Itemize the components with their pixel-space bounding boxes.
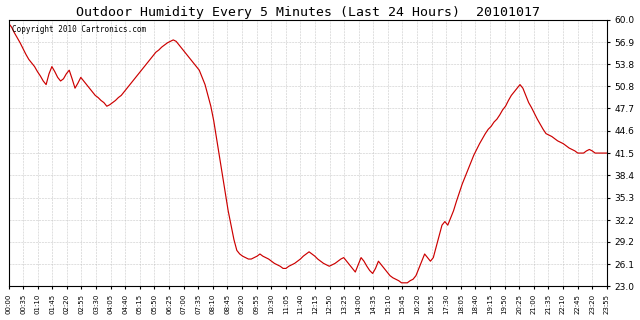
Title: Outdoor Humidity Every 5 Minutes (Last 24 Hours)  20101017: Outdoor Humidity Every 5 Minutes (Last 2…	[76, 5, 540, 19]
Text: Copyright 2010 Cartronics.com: Copyright 2010 Cartronics.com	[12, 25, 146, 34]
